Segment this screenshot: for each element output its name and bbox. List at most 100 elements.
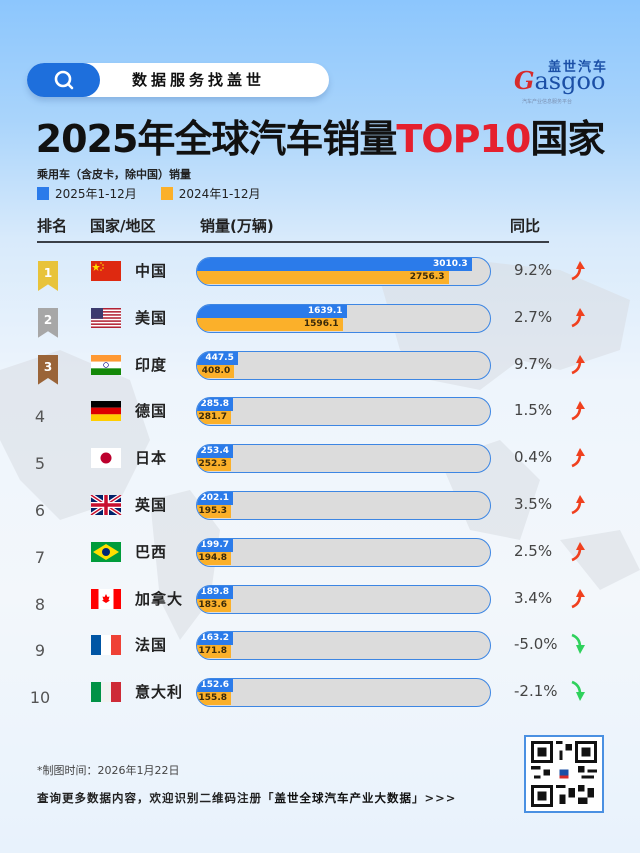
rank-number: 7 [34, 547, 46, 567]
sales-bar: 199.7 194.8 [196, 537, 491, 567]
bar-2024: 195.3 [197, 505, 231, 518]
sales-bar: 189.8 183.6 [196, 584, 491, 614]
flag-india-icon [90, 354, 122, 375]
legend-swatch-2025 [37, 187, 49, 200]
trend-down-arrow-icon [571, 634, 585, 655]
bar-2024: 281.7 [197, 411, 231, 425]
trend-up-arrow-icon [571, 354, 585, 374]
rank-number: 9 [34, 641, 46, 661]
country-name: 印度 [135, 355, 168, 374]
flag-brazil-icon [90, 541, 122, 562]
search-button[interactable] [27, 63, 100, 97]
rank-number: 10 [29, 688, 51, 708]
table-row: 8 加拿大 189.8 183.6 3.4% [0, 584, 640, 629]
flag-canada-icon [90, 588, 122, 609]
flag-italy-icon [90, 682, 122, 703]
bar-2025: 253.4 [197, 445, 233, 459]
bar-2024: 1596.1 [197, 317, 343, 331]
country-name: 德国 [135, 402, 168, 421]
trend-up-arrow-icon [571, 261, 585, 281]
flag-germany-icon [90, 401, 122, 422]
bar-2025: 202.1 [197, 492, 233, 505]
bar-2025: 447.5 [197, 351, 238, 365]
yoy-value: 2.7% [514, 307, 553, 326]
bar-2025: 285.8 [197, 398, 233, 412]
rank-ribbon-2: 2 [38, 307, 58, 338]
country-name: 日本 [135, 449, 168, 468]
bar-2024: 171.8 [197, 645, 231, 659]
legend: 2025年1-12月 2024年1-12月 [37, 185, 261, 202]
trend-up-arrow-icon [571, 448, 585, 468]
bar-2025: 189.8 [197, 585, 233, 599]
yoy-value: -5.0% [514, 635, 558, 654]
yoy-value: 2.5% [514, 541, 553, 560]
bar-2025: 152.6 [197, 679, 233, 693]
flag-china-icon [90, 261, 122, 281]
flag-japan-icon [90, 448, 122, 469]
table-row: 7 巴西 199.7 194.8 2.5% [0, 537, 640, 582]
rank-number: 4 [34, 407, 46, 427]
bar-2024: 183.6 [197, 598, 231, 612]
sales-bar: 3010.3 2756.3 [196, 257, 491, 286]
bar-2024: 2756.3 [197, 271, 449, 284]
bar-2024: 194.8 [197, 551, 231, 565]
column-header-rank: 排名 [37, 217, 68, 235]
trend-up-arrow-icon [571, 495, 585, 515]
rank-ribbon-1: 1 [38, 261, 58, 291]
trend-up-arrow-icon [571, 401, 585, 421]
flag-uk-icon [90, 495, 122, 515]
header-divider [37, 241, 549, 243]
sales-bar: 152.6 155.8 [196, 678, 491, 708]
brand-cn: 盖世汽车 [548, 60, 609, 75]
sales-bar: 1639.1 1596.1 [196, 303, 491, 333]
table-row: 4 德国 285.8 281.7 1.5% [0, 397, 640, 441]
table-row: 2 美国 1639.1 1596.1 2.7% [0, 303, 640, 348]
legend-swatch-2024 [160, 187, 173, 200]
search-pill[interactable]: 数据服务找盖世 [27, 63, 329, 97]
bar-2025: 3010.3 [197, 258, 472, 271]
rank-ribbon-3: 3 [38, 354, 58, 385]
trend-up-arrow-icon [571, 588, 585, 608]
trend-up-arrow-icon [571, 307, 585, 328]
brand-tagline: 汽车产业信息服务平台 [522, 99, 573, 105]
brand-en: Gasgoo [514, 66, 606, 95]
yoy-value: 1.5% [514, 401, 553, 420]
column-header-sales: 销量(万辆) [200, 217, 274, 235]
column-header-country: 国家/地区 [90, 217, 156, 235]
sales-bar: 202.1 195.3 [196, 491, 491, 520]
legend-item-2024: 2024年1-12月 [160, 185, 261, 202]
table-row: 5 日本 253.4 252.3 0.4% [0, 444, 640, 488]
qr-code-icon [531, 741, 597, 807]
bar-2024: 408.0 [197, 364, 235, 378]
rank-number: 5 [34, 454, 46, 474]
country-name: 美国 [135, 308, 168, 327]
qr-code[interactable] [524, 735, 604, 813]
table-row: 9 法国 163.2 171.8 -5.0% [0, 631, 640, 675]
table-row: 3 印度 447.5 408.0 9.7% [0, 350, 640, 395]
chart-subtitle: 乘用车（含皮卡，除中国）销量 [37, 168, 191, 181]
bar-2024: 155.8 [197, 692, 231, 706]
country-name: 英国 [135, 496, 168, 514]
chart-date: *制图时间：2026年1月22日 [37, 764, 180, 777]
trend-up-arrow-icon [571, 541, 585, 562]
country-name: 加拿大 [135, 589, 184, 608]
title-highlight: TOP10 [396, 117, 531, 161]
page-title: 2025年全球汽车销量TOP10国家 [35, 117, 606, 161]
bar-2025: 199.7 [197, 538, 233, 552]
country-name: 意大利 [135, 683, 184, 702]
yoy-value: 9.2% [514, 261, 553, 279]
sales-bar: 163.2 171.8 [196, 631, 491, 661]
rank-number: 6 [34, 501, 46, 520]
yoy-value: 0.4% [514, 448, 553, 467]
sales-bar: 447.5 408.0 [196, 350, 491, 380]
bar-2025: 1639.1 [197, 304, 347, 318]
table-row: 6 英国 202.1 195.3 3.5% [0, 491, 640, 535]
rank-number: 8 [34, 594, 46, 614]
country-name: 巴西 [135, 542, 168, 561]
table-row: 1 中国 3010.3 2756.3 9.2% [0, 257, 640, 301]
trend-down-arrow-icon [571, 680, 585, 702]
yoy-value: -2.1% [514, 682, 558, 701]
country-name: 中国 [135, 262, 168, 280]
yoy-value: 3.4% [514, 588, 553, 607]
sales-bar: 253.4 252.3 [196, 444, 491, 474]
